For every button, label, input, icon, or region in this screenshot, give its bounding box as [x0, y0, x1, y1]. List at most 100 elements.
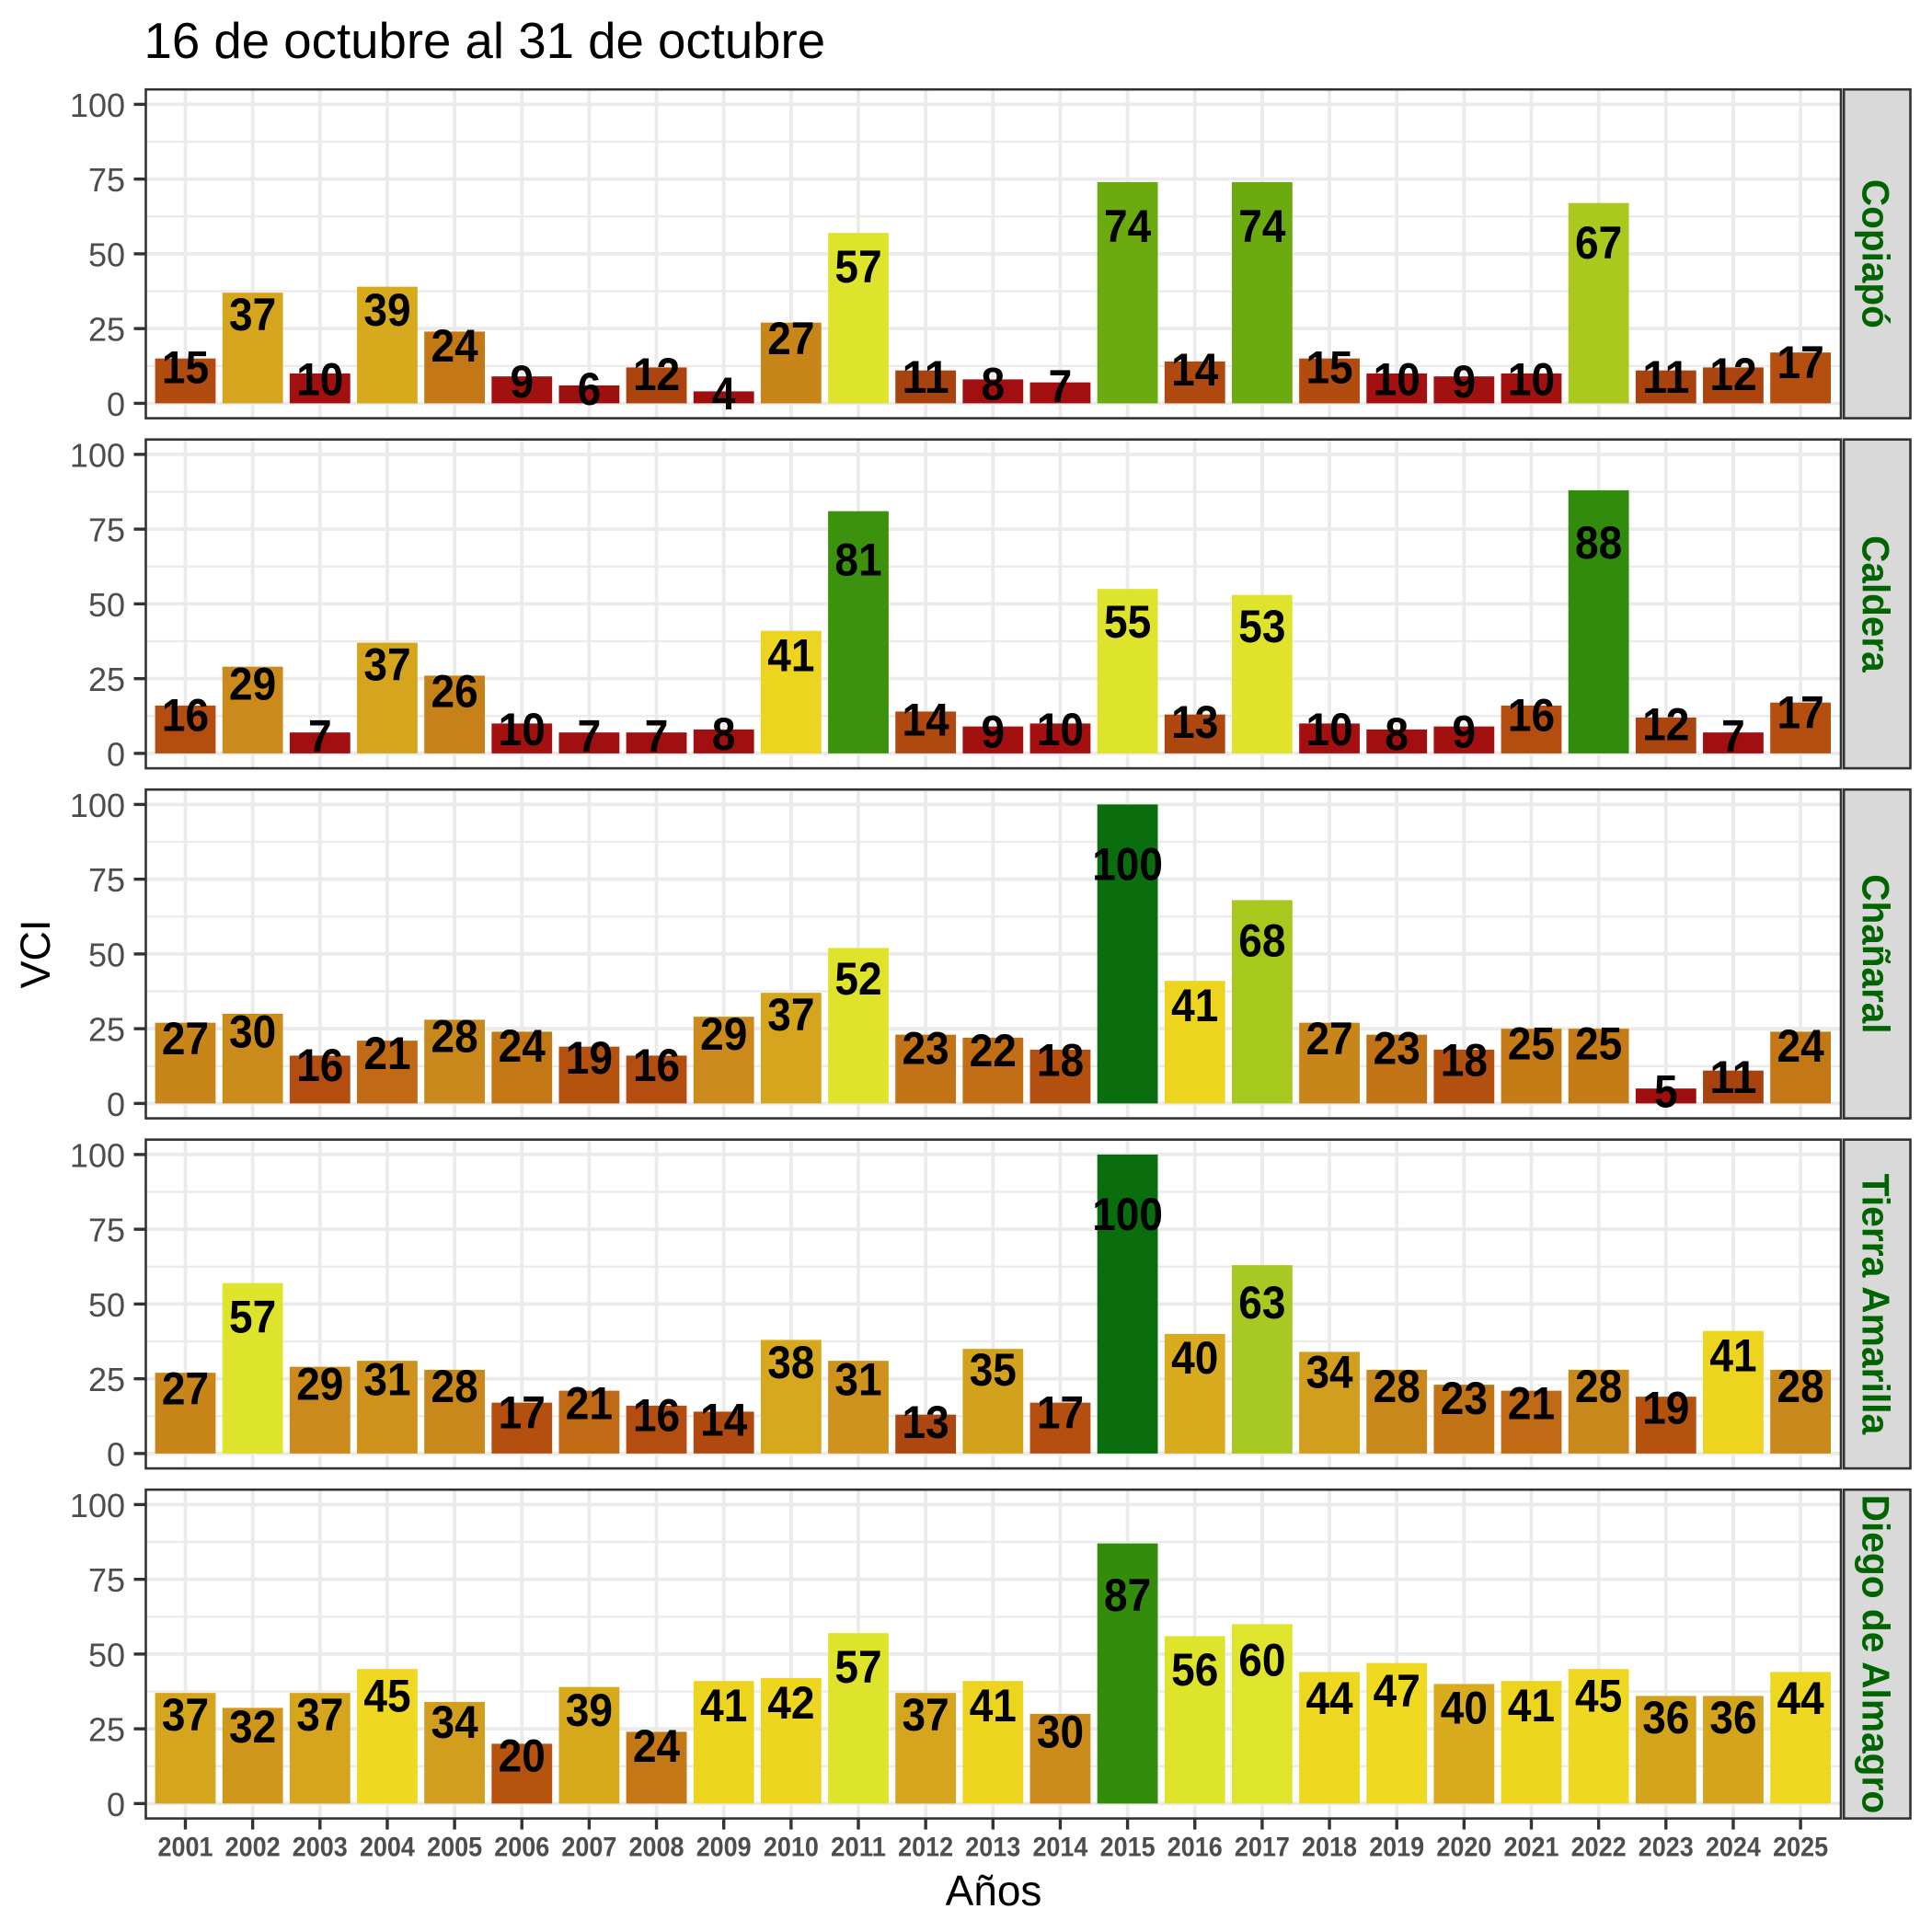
svg-text:20: 20 [499, 1730, 546, 1781]
svg-text:27: 27 [162, 1013, 209, 1064]
svg-text:6: 6 [578, 363, 602, 415]
svg-text:2012: 2012 [898, 1833, 953, 1863]
svg-text:75: 75 [88, 1212, 125, 1249]
svg-text:75: 75 [88, 161, 125, 199]
svg-text:2008: 2008 [629, 1833, 684, 1863]
svg-text:68: 68 [1238, 915, 1285, 967]
svg-text:47: 47 [1374, 1665, 1420, 1717]
svg-text:18: 18 [1037, 1035, 1084, 1087]
svg-text:Caldera: Caldera [1854, 535, 1897, 673]
svg-text:12: 12 [1709, 349, 1756, 400]
svg-text:2017: 2017 [1235, 1833, 1290, 1863]
svg-text:34: 34 [1305, 1347, 1352, 1398]
svg-text:12: 12 [633, 349, 680, 400]
svg-text:2006: 2006 [494, 1833, 549, 1863]
svg-text:27: 27 [1305, 1013, 1352, 1064]
svg-text:15: 15 [1305, 341, 1352, 393]
svg-text:29: 29 [296, 1359, 343, 1410]
svg-text:Diego de Almagro: Diego de Almagro [1854, 1495, 1897, 1814]
svg-text:16: 16 [296, 1040, 343, 1091]
svg-text:37: 37 [767, 989, 814, 1041]
svg-text:5: 5 [1654, 1065, 1678, 1117]
svg-text:2016: 2016 [1167, 1833, 1223, 1863]
svg-text:Años: Años [946, 1867, 1042, 1915]
svg-text:28: 28 [1777, 1361, 1824, 1412]
svg-text:100: 100 [1092, 838, 1163, 890]
svg-text:10: 10 [1374, 353, 1420, 405]
svg-text:50: 50 [88, 1636, 125, 1673]
svg-text:19: 19 [566, 1032, 613, 1084]
svg-text:24: 24 [499, 1020, 546, 1072]
svg-text:10: 10 [1508, 353, 1555, 405]
svg-text:2005: 2005 [427, 1833, 482, 1863]
svg-text:17: 17 [499, 1387, 546, 1439]
svg-text:2015: 2015 [1100, 1833, 1156, 1863]
svg-text:11: 11 [1642, 351, 1689, 403]
svg-text:10: 10 [296, 353, 343, 405]
svg-text:52: 52 [834, 953, 881, 1005]
svg-text:16: 16 [633, 1389, 680, 1441]
svg-text:41: 41 [970, 1680, 1017, 1731]
svg-text:37: 37 [296, 1689, 343, 1741]
svg-text:75: 75 [88, 512, 125, 549]
svg-text:25: 25 [88, 1361, 125, 1398]
svg-text:44: 44 [1777, 1673, 1824, 1724]
svg-text:29: 29 [700, 1008, 747, 1060]
svg-text:37: 37 [229, 289, 276, 340]
svg-text:32: 32 [229, 1701, 276, 1753]
svg-text:19: 19 [1642, 1383, 1689, 1434]
svg-text:87: 87 [1104, 1570, 1151, 1621]
svg-text:31: 31 [363, 1353, 410, 1405]
svg-text:56: 56 [1171, 1644, 1218, 1696]
svg-text:100: 100 [70, 1487, 125, 1524]
svg-text:29: 29 [229, 659, 276, 710]
svg-text:37: 37 [162, 1689, 209, 1741]
svg-text:28: 28 [431, 1011, 478, 1063]
svg-text:74: 74 [1104, 201, 1151, 252]
svg-text:9: 9 [1453, 356, 1477, 408]
svg-text:37: 37 [363, 639, 410, 691]
svg-text:100: 100 [70, 86, 125, 124]
svg-text:67: 67 [1575, 217, 1622, 269]
svg-text:57: 57 [834, 1641, 881, 1693]
svg-text:8: 8 [982, 359, 1006, 410]
svg-text:2004: 2004 [360, 1833, 415, 1863]
svg-text:2020: 2020 [1436, 1833, 1491, 1863]
svg-text:10: 10 [1305, 704, 1352, 755]
svg-text:41: 41 [1508, 1680, 1555, 1731]
svg-text:4: 4 [712, 368, 736, 420]
svg-text:53: 53 [1238, 601, 1285, 652]
svg-text:11: 11 [1709, 1052, 1756, 1103]
svg-text:13: 13 [1171, 696, 1218, 748]
svg-text:25: 25 [88, 1711, 125, 1749]
svg-text:18: 18 [1441, 1035, 1488, 1087]
svg-text:8: 8 [712, 708, 736, 760]
svg-text:2022: 2022 [1571, 1833, 1627, 1863]
svg-text:55: 55 [1104, 596, 1151, 648]
svg-text:36: 36 [1709, 1692, 1756, 1743]
svg-text:2014: 2014 [1032, 1833, 1087, 1863]
svg-text:21: 21 [363, 1028, 410, 1079]
svg-text:30: 30 [229, 1006, 276, 1057]
svg-text:2011: 2011 [831, 1833, 886, 1863]
svg-text:28: 28 [1575, 1361, 1622, 1412]
svg-text:16: 16 [162, 689, 209, 741]
svg-text:21: 21 [1508, 1377, 1555, 1429]
svg-text:75: 75 [88, 861, 125, 899]
svg-text:28: 28 [1374, 1361, 1420, 1412]
svg-text:VCI: VCI [12, 919, 59, 988]
svg-text:26: 26 [431, 665, 478, 717]
svg-text:75: 75 [88, 1561, 125, 1599]
svg-text:50: 50 [88, 586, 125, 624]
svg-text:35: 35 [970, 1344, 1017, 1396]
svg-text:74: 74 [1238, 201, 1285, 252]
svg-text:40: 40 [1171, 1332, 1218, 1384]
svg-text:100: 100 [70, 787, 125, 824]
svg-text:41: 41 [1171, 980, 1218, 1031]
svg-text:30: 30 [1037, 1706, 1084, 1757]
svg-text:Chañaral: Chañaral [1854, 874, 1897, 1033]
svg-text:27: 27 [767, 313, 814, 364]
svg-text:10: 10 [499, 704, 546, 755]
svg-text:2025: 2025 [1773, 1833, 1828, 1863]
svg-text:Tierra Amarilla: Tierra Amarilla [1854, 1174, 1897, 1435]
